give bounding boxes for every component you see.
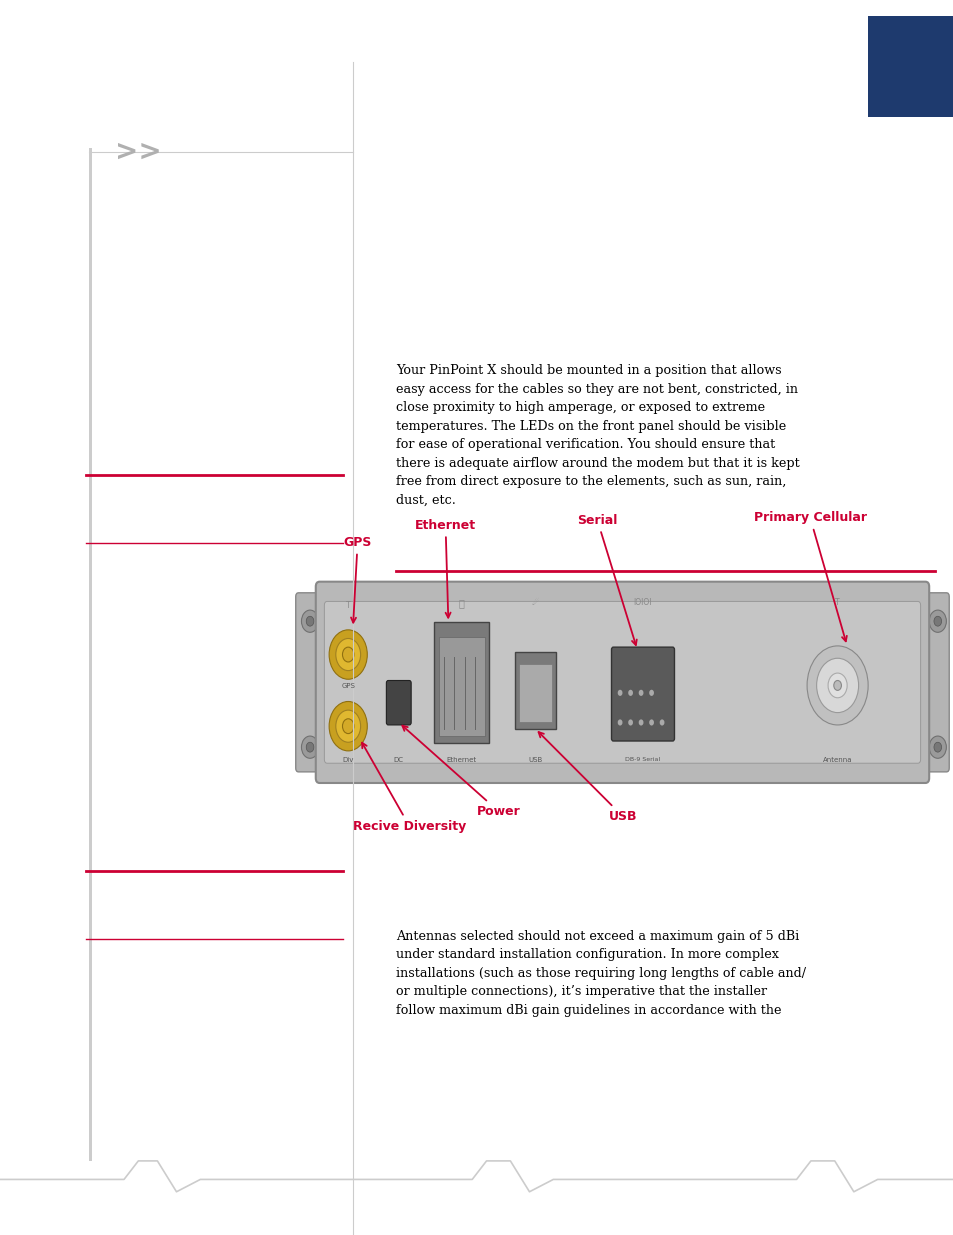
FancyBboxPatch shape — [918, 593, 948, 772]
Text: DC: DC — [394, 757, 403, 763]
Circle shape — [648, 719, 654, 725]
Circle shape — [648, 689, 654, 695]
Circle shape — [618, 719, 621, 725]
Circle shape — [827, 673, 846, 698]
Text: T: T — [835, 598, 839, 608]
Bar — [89, 148, 91, 1161]
Text: Antennas selected should not exceed a maximum gain of 5 dBi
under standard insta: Antennas selected should not exceed a ma… — [395, 930, 805, 1016]
Circle shape — [342, 647, 354, 662]
Circle shape — [342, 719, 354, 734]
Circle shape — [306, 616, 314, 626]
Text: GPS: GPS — [343, 536, 372, 622]
Text: IOIOI: IOIOI — [633, 598, 652, 608]
FancyBboxPatch shape — [295, 593, 326, 772]
Text: ☄: ☄ — [532, 598, 538, 608]
Circle shape — [639, 689, 642, 695]
Circle shape — [833, 680, 841, 690]
Circle shape — [329, 630, 367, 679]
Bar — [434, 622, 489, 743]
Text: DB-9 Serial: DB-9 Serial — [625, 757, 659, 762]
Text: GPS: GPS — [341, 683, 355, 689]
Text: Serial: Serial — [577, 514, 636, 645]
Circle shape — [806, 646, 867, 725]
Bar — [867, 16, 953, 117]
Circle shape — [306, 742, 314, 752]
Text: ⌖: ⌖ — [458, 598, 464, 608]
Circle shape — [335, 638, 360, 671]
Bar — [515, 652, 556, 729]
Text: Antenna: Antenna — [822, 757, 851, 763]
Text: Div: Div — [342, 757, 354, 763]
Text: Ethernet: Ethernet — [415, 519, 476, 618]
Text: USB: USB — [538, 732, 637, 823]
Circle shape — [639, 719, 642, 725]
Bar — [438, 637, 484, 736]
Text: T: T — [346, 600, 350, 610]
Text: USB: USB — [528, 757, 542, 763]
Circle shape — [627, 719, 633, 725]
Text: Power: Power — [402, 726, 520, 818]
Circle shape — [928, 610, 945, 632]
Circle shape — [627, 689, 633, 695]
Circle shape — [659, 719, 663, 725]
Circle shape — [301, 610, 318, 632]
Text: Ethernet: Ethernet — [446, 757, 476, 763]
Bar — [518, 664, 552, 722]
Circle shape — [933, 616, 941, 626]
FancyBboxPatch shape — [386, 680, 411, 725]
Circle shape — [618, 689, 621, 695]
Text: >>: >> — [114, 138, 162, 165]
FancyBboxPatch shape — [315, 582, 928, 783]
Circle shape — [928, 736, 945, 758]
Text: Recive Diversity: Recive Diversity — [353, 742, 466, 832]
Circle shape — [335, 710, 360, 742]
Text: Your PinPoint X should be mounted in a position that allows
easy access for the : Your PinPoint X should be mounted in a p… — [395, 364, 799, 506]
Circle shape — [816, 658, 858, 713]
Text: Primary Cellular: Primary Cellular — [753, 511, 865, 641]
Circle shape — [301, 736, 318, 758]
Circle shape — [329, 701, 367, 751]
FancyBboxPatch shape — [324, 601, 920, 763]
FancyBboxPatch shape — [611, 647, 674, 741]
Circle shape — [933, 742, 941, 752]
